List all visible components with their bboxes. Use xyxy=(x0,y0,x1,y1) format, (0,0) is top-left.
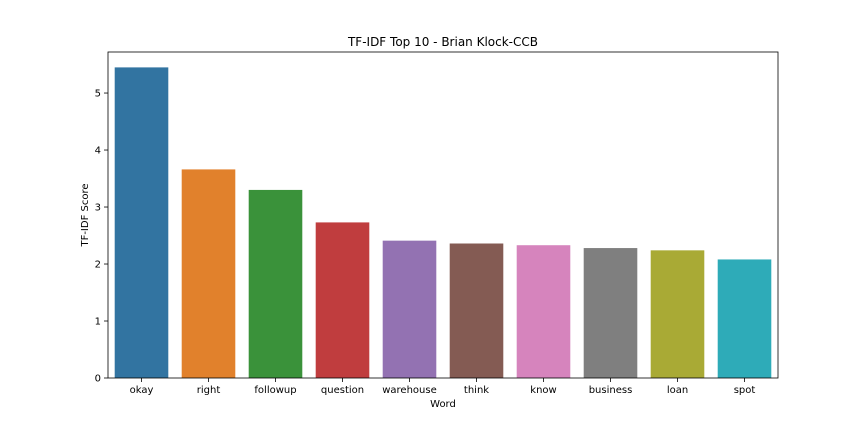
x-tick-label: question xyxy=(321,385,364,396)
axes-layer: okay right followup question warehouse think k… xyxy=(95,51,779,396)
x-tick-label: right xyxy=(197,385,221,396)
x-tick-label: think xyxy=(464,385,489,396)
y-tick-label: 3 xyxy=(95,203,101,214)
bar-right xyxy=(181,169,236,378)
x-axis-label: Word xyxy=(430,399,456,410)
x-tick-label: loan xyxy=(667,385,688,396)
bar-okay xyxy=(114,67,169,378)
x-tick-label: business xyxy=(589,385,633,396)
y-axis-label: TF-IDF Score xyxy=(80,183,91,247)
y-tick-label: 1 xyxy=(95,317,101,328)
bar-think xyxy=(449,243,504,378)
y-tick-label: 5 xyxy=(95,89,101,100)
bar-know xyxy=(516,245,571,378)
bar-question xyxy=(315,222,370,378)
x-tick-label: know xyxy=(530,385,556,396)
x-tick-label: okay xyxy=(130,385,154,396)
plot-frame xyxy=(107,51,779,379)
bar-loan xyxy=(650,250,705,378)
y-tick-label: 0 xyxy=(95,374,101,385)
chart-title: TF-IDF Top 10 - Brian Klock-CCB xyxy=(347,35,538,49)
x-tick-label: warehouse xyxy=(382,385,437,396)
bars-layer xyxy=(114,67,772,378)
bar-warehouse xyxy=(382,240,437,378)
bar-followup xyxy=(248,189,303,378)
y-tick-label: 4 xyxy=(95,146,101,157)
bar-spot xyxy=(717,259,772,378)
bar-business xyxy=(583,248,638,378)
y-tick-label: 2 xyxy=(95,260,101,271)
x-tick-label: spot xyxy=(734,385,756,396)
x-tick-label: followup xyxy=(254,385,296,396)
